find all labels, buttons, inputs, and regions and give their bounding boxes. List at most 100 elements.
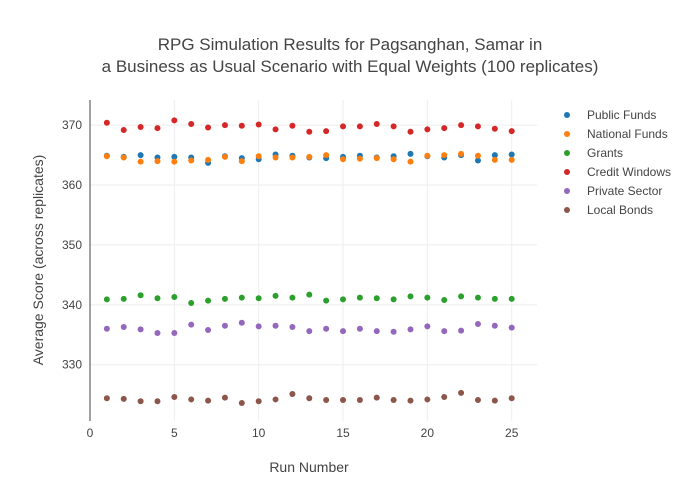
data-point bbox=[407, 128, 414, 135]
data-point bbox=[255, 295, 262, 302]
data-point bbox=[205, 397, 212, 404]
data-point bbox=[306, 153, 313, 160]
data-point bbox=[390, 397, 397, 404]
y-tick-label: 370 bbox=[62, 118, 82, 132]
data-point bbox=[390, 123, 397, 130]
data-point bbox=[508, 156, 515, 163]
data-point bbox=[255, 121, 262, 128]
data-point bbox=[272, 126, 279, 133]
data-point bbox=[120, 154, 127, 161]
data-point bbox=[171, 394, 178, 401]
y-tick-label: 350 bbox=[62, 238, 82, 252]
legend-label: National Funds bbox=[587, 127, 668, 141]
data-point bbox=[491, 152, 498, 159]
data-point bbox=[103, 325, 110, 332]
data-point bbox=[205, 124, 212, 131]
data-point bbox=[323, 152, 330, 159]
y-tick-label: 330 bbox=[62, 358, 82, 372]
data-point bbox=[424, 126, 431, 133]
legend-label: Grants bbox=[587, 146, 623, 160]
data-point bbox=[154, 295, 161, 302]
legend-item[interactable]: Public Funds bbox=[564, 108, 656, 122]
legend-marker bbox=[564, 112, 570, 118]
data-point bbox=[390, 156, 397, 163]
data-point bbox=[424, 294, 431, 301]
data-point bbox=[238, 400, 245, 407]
legend-item[interactable]: Grants bbox=[564, 146, 623, 160]
data-point bbox=[238, 158, 245, 165]
data-point bbox=[373, 295, 380, 302]
data-point bbox=[137, 326, 144, 333]
data-point bbox=[171, 153, 178, 160]
data-point bbox=[137, 292, 144, 299]
data-point bbox=[272, 292, 279, 299]
data-point bbox=[103, 296, 110, 303]
legend-label: Private Sector bbox=[587, 184, 662, 198]
data-point bbox=[188, 120, 195, 127]
data-point bbox=[424, 152, 431, 159]
data-point bbox=[458, 389, 465, 396]
legend-marker bbox=[564, 169, 570, 175]
data-point bbox=[137, 158, 144, 165]
data-point bbox=[424, 323, 431, 330]
data-point bbox=[373, 155, 380, 162]
data-point bbox=[356, 325, 363, 332]
data-point bbox=[103, 395, 110, 402]
x-tick-label: 25 bbox=[505, 426, 519, 440]
legend-item[interactable]: National Funds bbox=[564, 127, 668, 141]
data-point bbox=[407, 158, 414, 165]
points-layer bbox=[103, 117, 515, 407]
legend[interactable]: Public Funds National Funds Grants Credit W… bbox=[564, 108, 671, 217]
data-point bbox=[491, 295, 498, 302]
data-point bbox=[188, 300, 195, 307]
data-point bbox=[221, 122, 228, 129]
legend-label: Local Bonds bbox=[587, 203, 653, 217]
x-tick-label: 0 bbox=[87, 426, 94, 440]
legend-label: Credit Windows bbox=[587, 165, 671, 179]
x-tick-label: 20 bbox=[421, 426, 435, 440]
data-point bbox=[289, 154, 296, 161]
data-point bbox=[154, 398, 161, 405]
data-point bbox=[306, 128, 313, 135]
data-point bbox=[103, 153, 110, 160]
data-point bbox=[306, 395, 313, 402]
data-point bbox=[508, 128, 515, 135]
data-point bbox=[272, 154, 279, 161]
data-point bbox=[340, 296, 347, 303]
data-point bbox=[137, 398, 144, 405]
data-point bbox=[137, 123, 144, 130]
data-point bbox=[407, 150, 414, 157]
data-point bbox=[137, 152, 144, 159]
data-point bbox=[474, 157, 481, 164]
data-point bbox=[458, 122, 465, 129]
data-point bbox=[154, 158, 161, 165]
y-tick-label: 340 bbox=[62, 298, 82, 312]
data-point bbox=[205, 156, 212, 163]
data-point bbox=[120, 395, 127, 402]
legend-item[interactable]: Private Sector bbox=[564, 184, 662, 198]
data-point bbox=[205, 297, 212, 304]
data-point bbox=[390, 328, 397, 335]
legend-item[interactable]: Credit Windows bbox=[564, 165, 671, 179]
data-point bbox=[221, 394, 228, 401]
y-axis-title: Average Score (across replicates) bbox=[30, 155, 46, 366]
legend-item[interactable]: Local Bonds bbox=[564, 203, 653, 217]
data-point bbox=[306, 328, 313, 335]
data-point bbox=[474, 320, 481, 327]
data-point bbox=[289, 294, 296, 301]
x-tick-label: 15 bbox=[336, 426, 350, 440]
y-tick-label: 360 bbox=[62, 178, 82, 192]
data-point bbox=[407, 326, 414, 333]
series-local-bonds bbox=[103, 389, 515, 407]
data-point bbox=[171, 158, 178, 165]
data-point bbox=[458, 150, 465, 157]
data-point bbox=[171, 117, 178, 124]
data-point bbox=[289, 323, 296, 330]
data-point bbox=[323, 397, 330, 404]
data-point bbox=[508, 295, 515, 302]
data-point bbox=[238, 122, 245, 129]
data-point bbox=[340, 328, 347, 335]
data-point bbox=[255, 153, 262, 160]
legend-marker bbox=[564, 207, 570, 213]
data-point bbox=[373, 328, 380, 335]
